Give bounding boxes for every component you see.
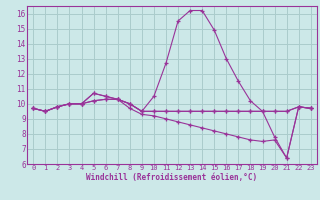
X-axis label: Windchill (Refroidissement éolien,°C): Windchill (Refroidissement éolien,°C)	[86, 173, 258, 182]
